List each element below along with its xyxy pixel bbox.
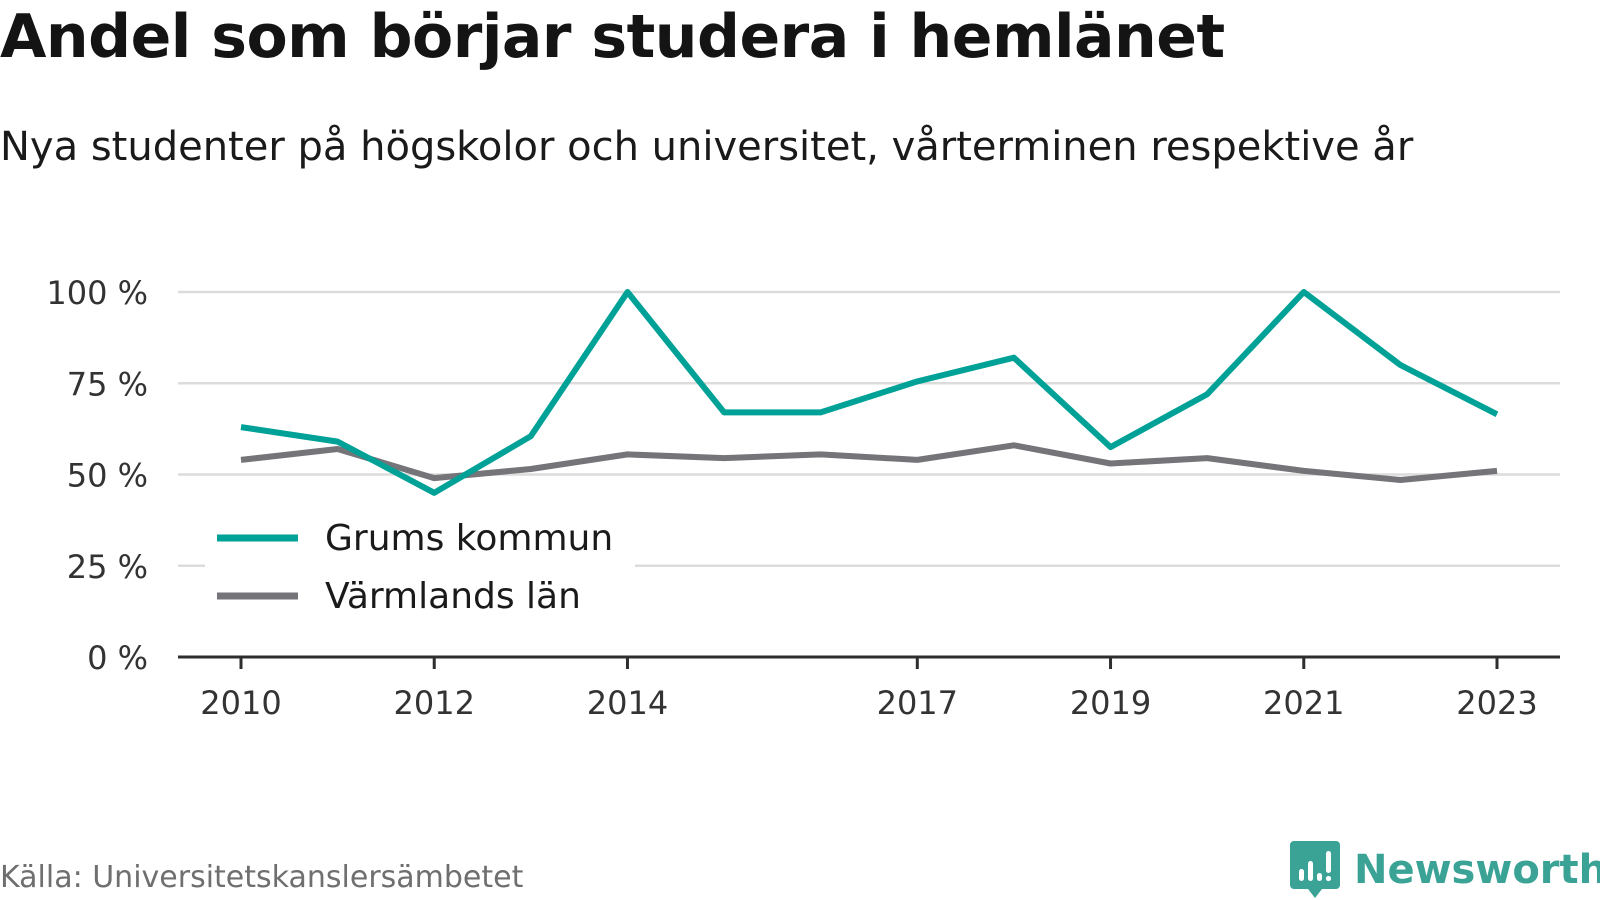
chart-title: Andel som börjar studera i hemlänet bbox=[0, 2, 1225, 72]
brand-name: Newsworthy bbox=[1354, 847, 1600, 893]
source-note: Källa: Universitetskanslersämbetet bbox=[0, 860, 524, 895]
x-tick-label: 2019 bbox=[1070, 684, 1151, 722]
series-line-1 bbox=[240, 289, 1499, 496]
x-tick-label: 2021 bbox=[1263, 684, 1344, 722]
y-axis-ticks: 0 % 25 % 50 % 75 % 100 % bbox=[46, 274, 148, 677]
y-tick-label: 75 % bbox=[67, 365, 148, 403]
y-tick-label: 0 % bbox=[87, 639, 148, 677]
x-tick-label: 2017 bbox=[877, 684, 958, 722]
brand: Newsworthy bbox=[1290, 840, 1600, 900]
newsworthy-logo-icon bbox=[1290, 841, 1340, 898]
series-line-2 bbox=[240, 442, 1498, 483]
x-axis-ticks: 2010 2012 2014 2017 2019 2021 2023 bbox=[200, 657, 1538, 722]
legend-label: Värmlands län bbox=[325, 576, 581, 617]
legend-label: Grums kommun bbox=[325, 518, 613, 559]
x-tick-label: 2012 bbox=[394, 684, 475, 722]
x-tick-label: 2023 bbox=[1456, 684, 1537, 722]
x-tick-label: 2014 bbox=[587, 684, 668, 722]
y-tick-label: 50 % bbox=[67, 457, 148, 495]
y-tick-label: 25 % bbox=[67, 548, 148, 586]
y-tick-label: 100 % bbox=[46, 274, 148, 312]
legend: Grums kommun Värmlands län bbox=[205, 515, 635, 617]
x-tick-label: 2010 bbox=[200, 684, 281, 722]
series-lines bbox=[240, 289, 1499, 496]
chart-subtitle: Nya studenter på högskolor och universit… bbox=[0, 124, 1414, 170]
